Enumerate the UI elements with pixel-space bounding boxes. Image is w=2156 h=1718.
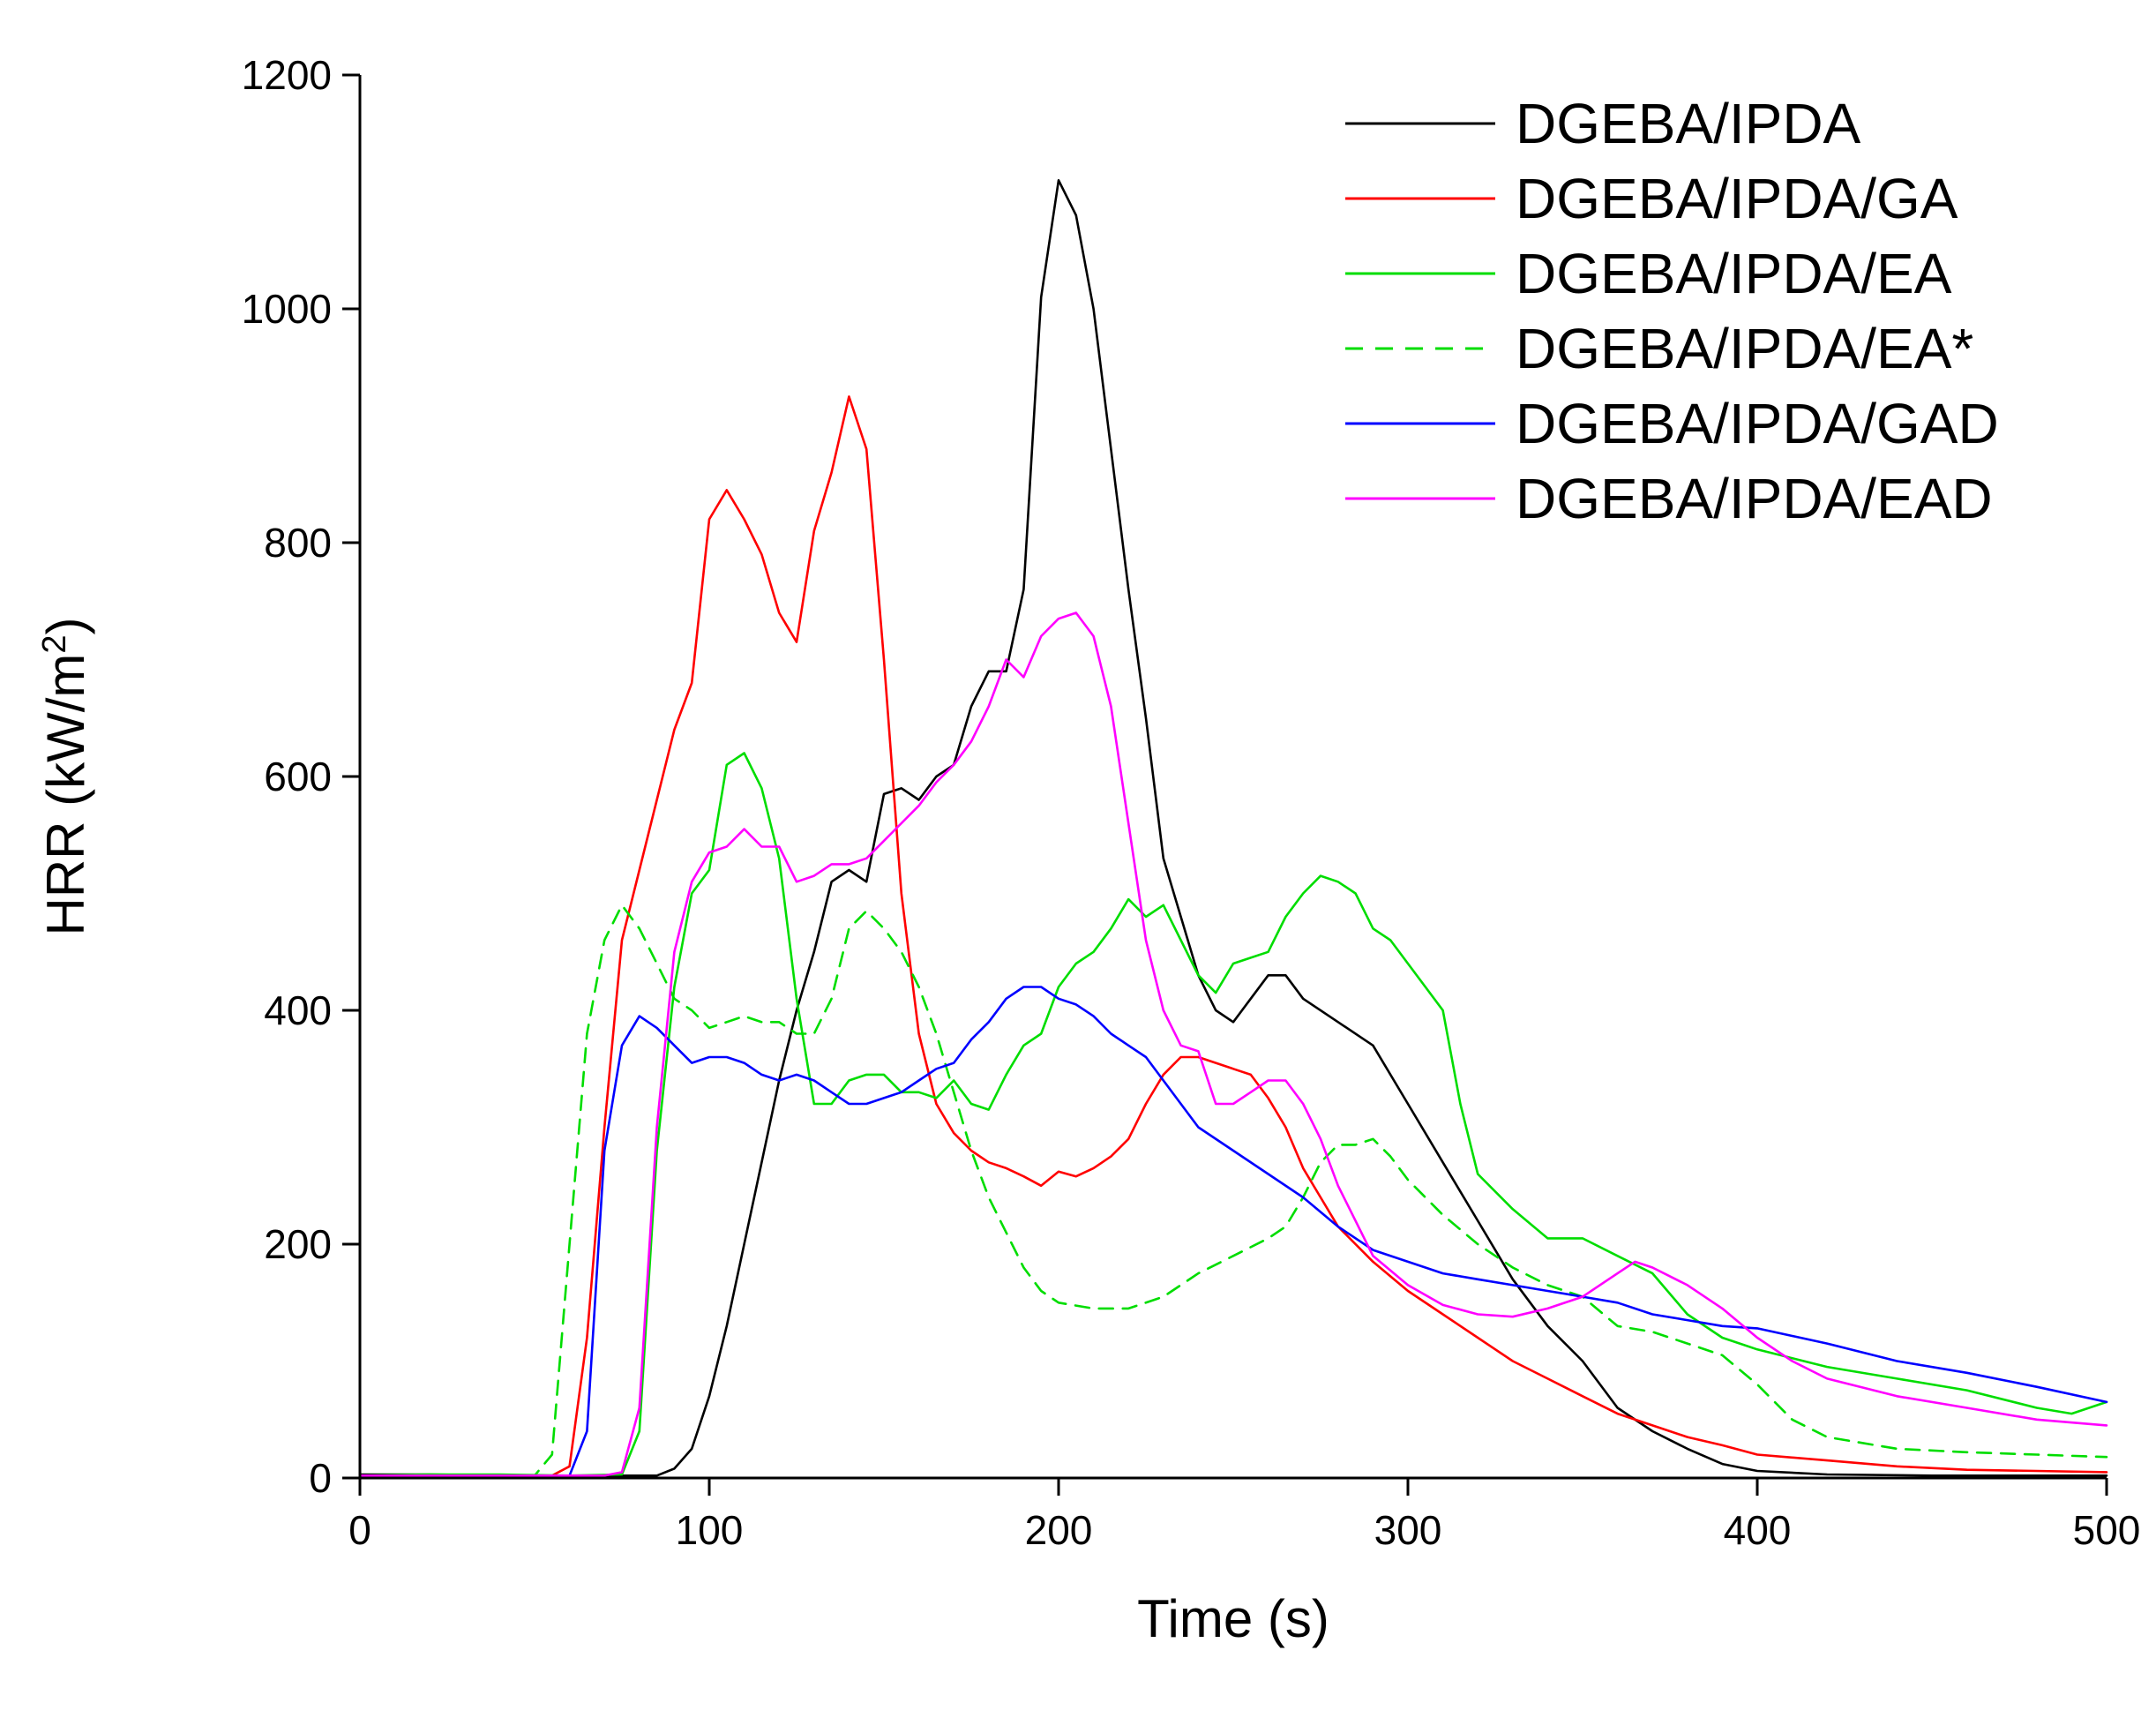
series-line (358, 752, 2108, 1477)
legend-label: DGEBA/IPDA/GA (1516, 167, 1958, 230)
series-line (358, 611, 2108, 1477)
x-tick-label: 500 (2073, 1507, 2141, 1553)
y-tick-label: 600 (264, 754, 332, 799)
series-line (358, 904, 2108, 1477)
x-tick-label: 0 (348, 1507, 371, 1553)
y-axis-title-main: HRR (kW/m (36, 654, 95, 936)
legend: DGEBA/IPDA DGEBA/IPDA/GA DGEBA/IPDA/EA DGEB… (1345, 92, 1999, 530)
y-tick-label: 400 (264, 987, 332, 1033)
y-axis-title: HRR (kW/m2) (36, 617, 95, 935)
x-tick-label: 100 (676, 1507, 744, 1553)
x-tick-label: 200 (1025, 1507, 1093, 1553)
x-ticks: 0 100 200 300 400 500 (348, 1478, 2140, 1553)
y-tick-label: 200 (264, 1221, 332, 1267)
y-axis-title-superscript: 2 (36, 634, 73, 653)
y-tick-label: 0 (309, 1455, 332, 1501)
y-ticks: 0 200 400 600 800 1000 1200 (242, 52, 360, 1501)
series-line (358, 395, 2108, 1477)
legend-label: DGEBA/IPDA (1516, 92, 1861, 155)
y-tick-label: 1200 (242, 52, 332, 98)
series-line (358, 986, 2108, 1477)
y-tick-label: 800 (264, 520, 332, 566)
series-layer (358, 179, 2108, 1477)
x-tick-label: 300 (1374, 1507, 1442, 1553)
legend-label: DGEBA/IPDA/GAD (1516, 392, 1999, 455)
x-tick-label: 400 (1724, 1507, 1792, 1553)
y-axis-title-suffix: ) (36, 617, 95, 634)
legend-label: DGEBA/IPDA/EAD (1516, 467, 1993, 530)
legend-label: DGEBA/IPDA/EA* (1516, 317, 1973, 380)
x-axis-title: Time (s) (1137, 1589, 1329, 1648)
y-tick-label: 1000 (242, 286, 332, 332)
series-line (358, 179, 2108, 1477)
legend-label: DGEBA/IPDA/EA (1516, 242, 1952, 305)
